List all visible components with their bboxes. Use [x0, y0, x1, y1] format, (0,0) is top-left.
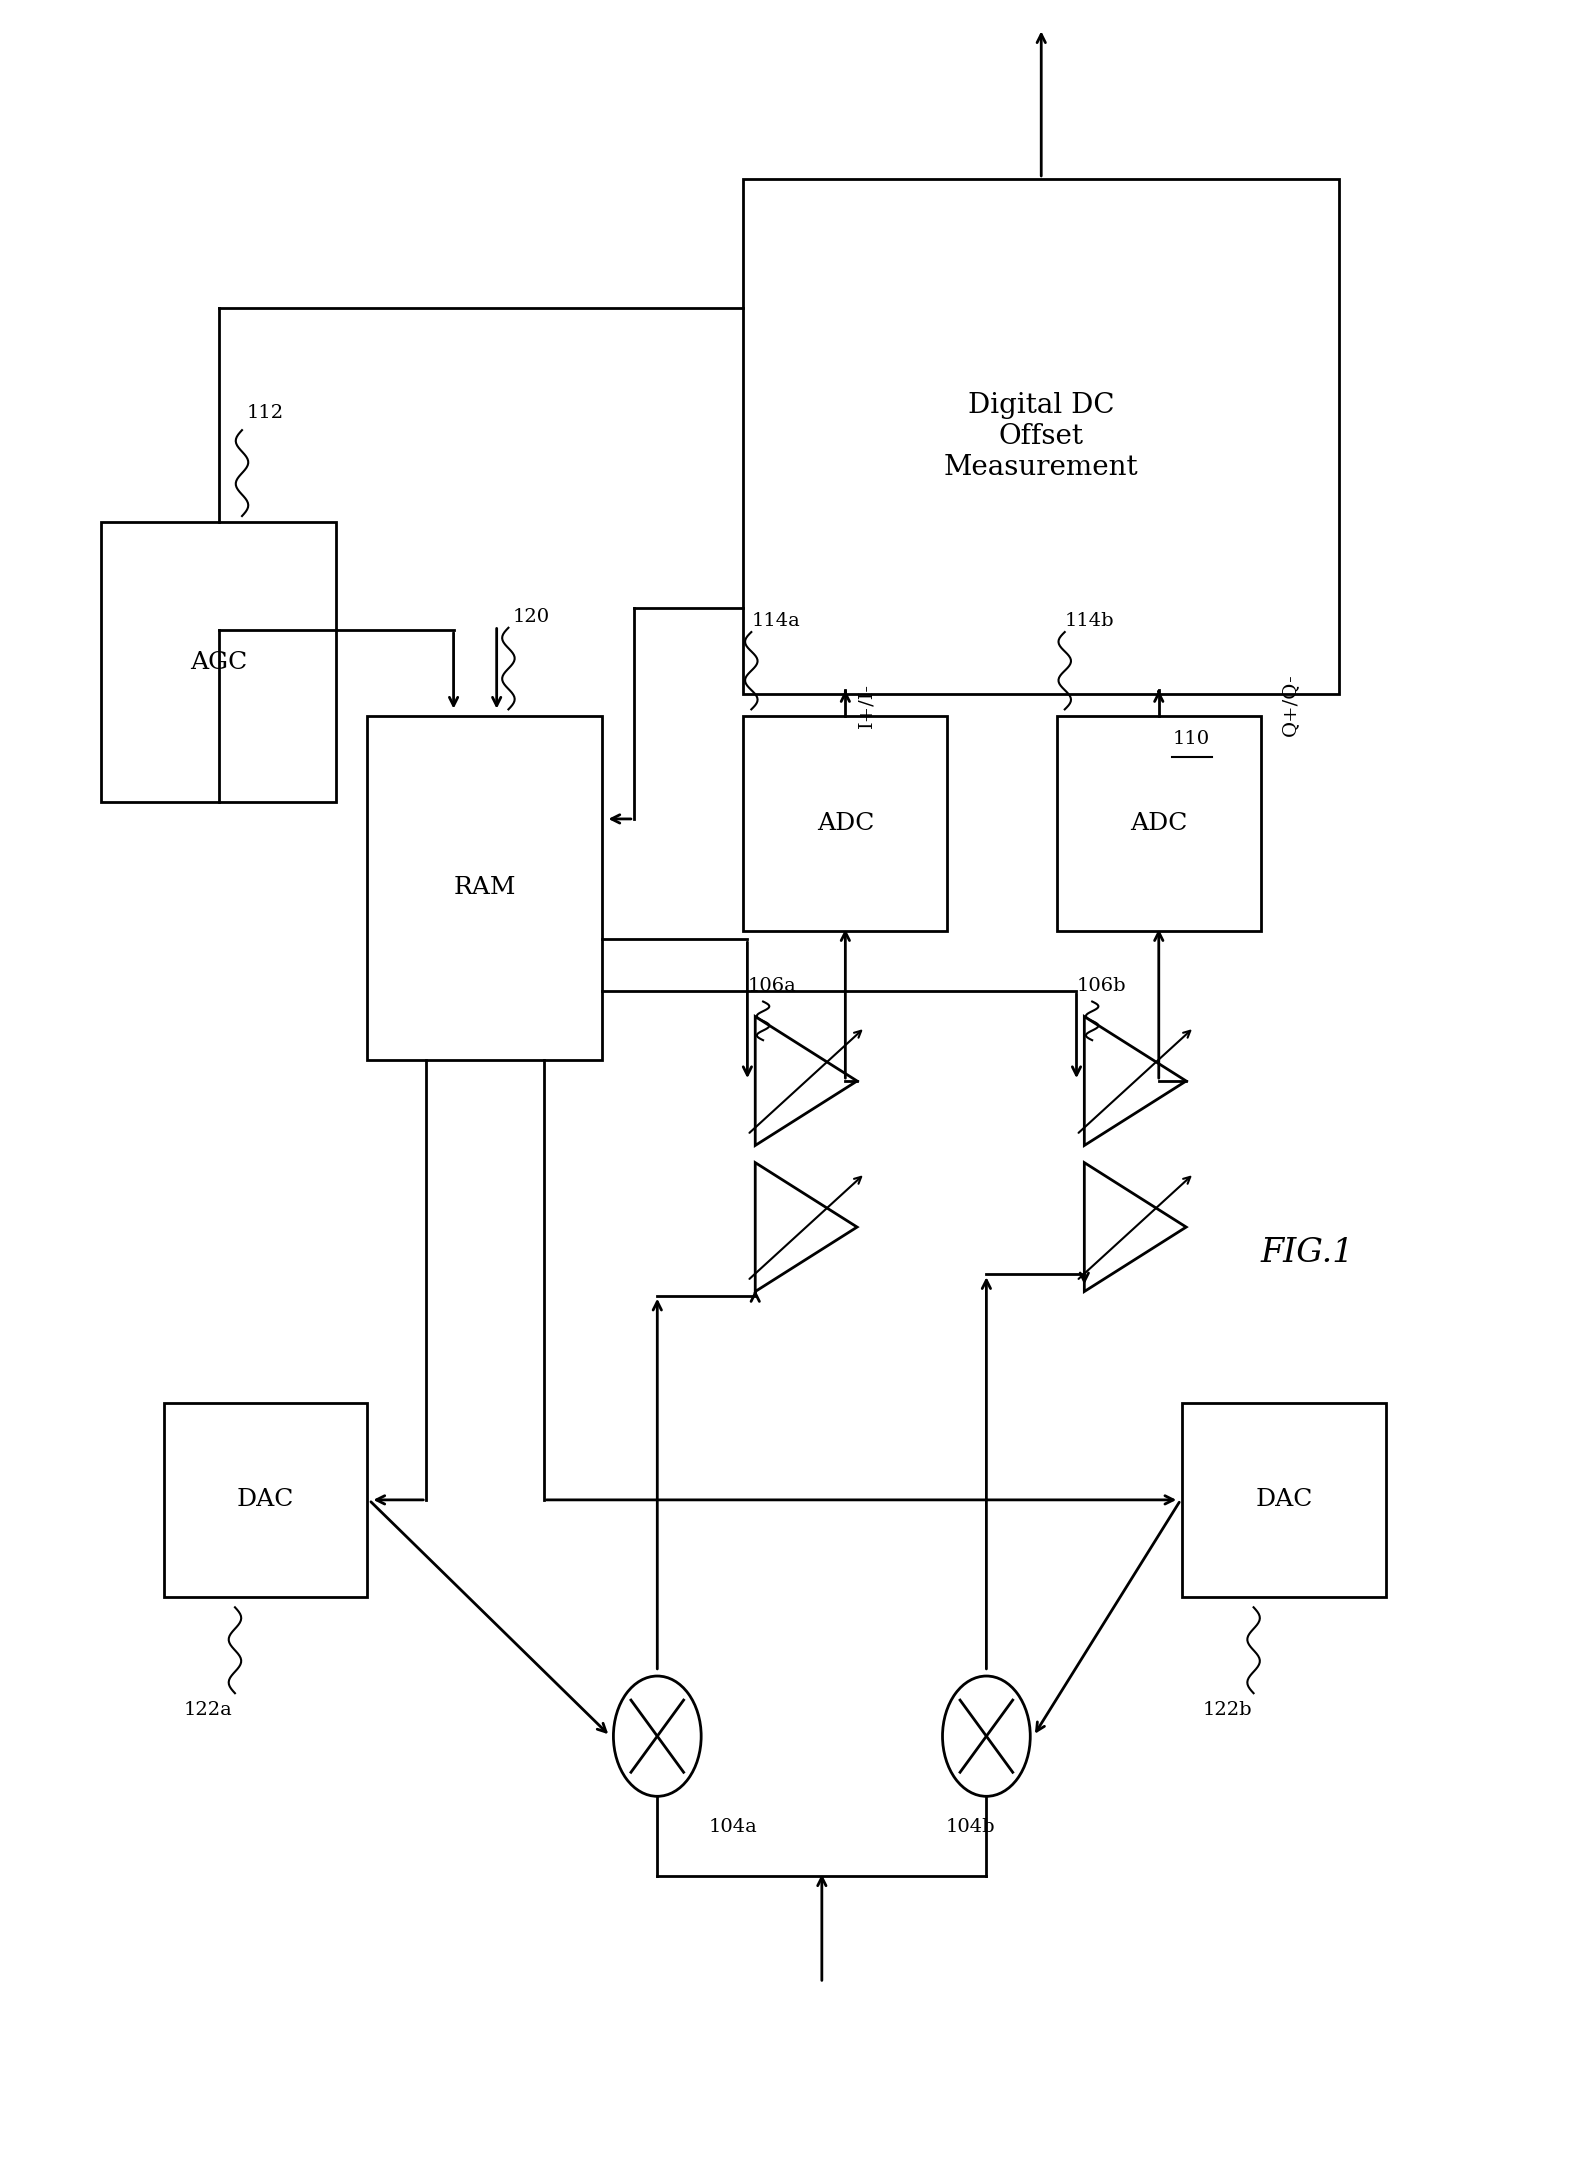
Text: 120: 120	[514, 608, 550, 625]
Text: 122a: 122a	[183, 1701, 232, 1719]
FancyBboxPatch shape	[101, 523, 337, 802]
Polygon shape	[756, 1163, 857, 1291]
Circle shape	[613, 1676, 702, 1797]
Text: DAC: DAC	[237, 1487, 294, 1511]
Text: 112: 112	[247, 404, 285, 422]
FancyBboxPatch shape	[1058, 716, 1260, 930]
Polygon shape	[1085, 1016, 1186, 1146]
Text: I+/I-: I+/I-	[858, 683, 876, 729]
FancyBboxPatch shape	[367, 716, 602, 1059]
Text: 104b: 104b	[945, 1818, 996, 1836]
Text: 106b: 106b	[1077, 977, 1126, 995]
Text: 104a: 104a	[708, 1818, 757, 1836]
Text: 106a: 106a	[748, 977, 797, 995]
Text: ADC: ADC	[1130, 811, 1187, 835]
Text: ADC: ADC	[817, 811, 874, 835]
FancyBboxPatch shape	[743, 179, 1339, 694]
Text: 114a: 114a	[751, 612, 800, 629]
FancyBboxPatch shape	[743, 716, 947, 930]
Text: Digital DC
Offset
Measurement: Digital DC Offset Measurement	[944, 391, 1138, 482]
Text: DAC: DAC	[1255, 1487, 1312, 1511]
Circle shape	[942, 1676, 1031, 1797]
Polygon shape	[1085, 1163, 1186, 1291]
FancyBboxPatch shape	[1183, 1403, 1387, 1596]
Text: RAM: RAM	[454, 876, 515, 899]
Text: Q+/Q-: Q+/Q-	[1281, 675, 1300, 737]
Text: FIG.1: FIG.1	[1262, 1237, 1355, 1269]
Text: AGC: AGC	[190, 651, 247, 675]
Polygon shape	[756, 1016, 857, 1146]
Text: 122b: 122b	[1203, 1701, 1252, 1719]
FancyBboxPatch shape	[164, 1403, 367, 1596]
Text: 114b: 114b	[1064, 612, 1115, 629]
Text: 110: 110	[1172, 731, 1209, 748]
